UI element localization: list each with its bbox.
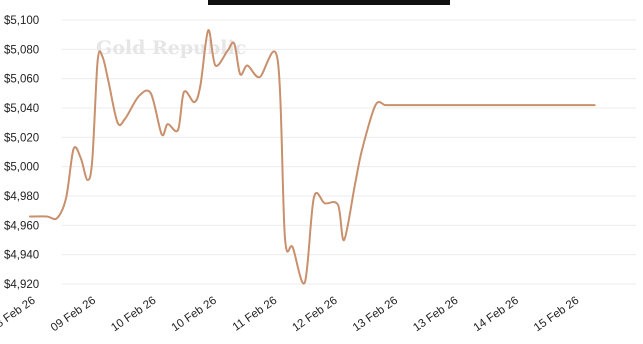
y-tick-label: $5,000 [4, 162, 39, 174]
y-tick-label: $4,940 [4, 250, 39, 262]
y-tick-label: $5,100 [4, 15, 39, 27]
x-tick-label: 13 Feb 26 [351, 295, 400, 335]
y-tick-label: $5,020 [4, 132, 39, 144]
series-line [29, 29, 596, 285]
x-tick-label: 09 Feb 26 [49, 295, 98, 335]
gridlines [62, 19, 636, 285]
header-bar [208, 0, 450, 5]
y-tick-label: $5,080 [4, 44, 39, 56]
x-tick-label: 12 Feb 26 [290, 295, 339, 335]
x-tick-label: 15 Feb 26 [532, 295, 581, 335]
x-axis: 08 Feb 26 09 Feb 26 10 Feb 26 10 Feb 26 11 F… [0, 295, 581, 335]
y-tick-label: $4,980 [4, 191, 39, 203]
x-tick-label: 10 Feb 26 [170, 295, 219, 335]
watermark-logo: Gold Republic [96, 37, 246, 59]
x-tick-label: 08 Feb 26 [0, 295, 38, 335]
x-tick-label: 11 Feb 26 [231, 295, 280, 334]
y-tick-label: $4,960 [4, 220, 39, 232]
x-tick-label: 13 Feb 26 [411, 295, 460, 335]
y-tick-label: $5,040 [4, 103, 39, 115]
x-tick-label: 14 Feb 26 [472, 295, 521, 335]
y-axis: $5,100 $5,080 $5,060 $5,040 $5,020 $5,000 $4,9… [4, 15, 39, 291]
x-tick-label: 10 Feb 26 [109, 295, 158, 335]
y-tick-label: $4,920 [4, 279, 39, 291]
y-tick-label: $5,060 [4, 74, 39, 86]
